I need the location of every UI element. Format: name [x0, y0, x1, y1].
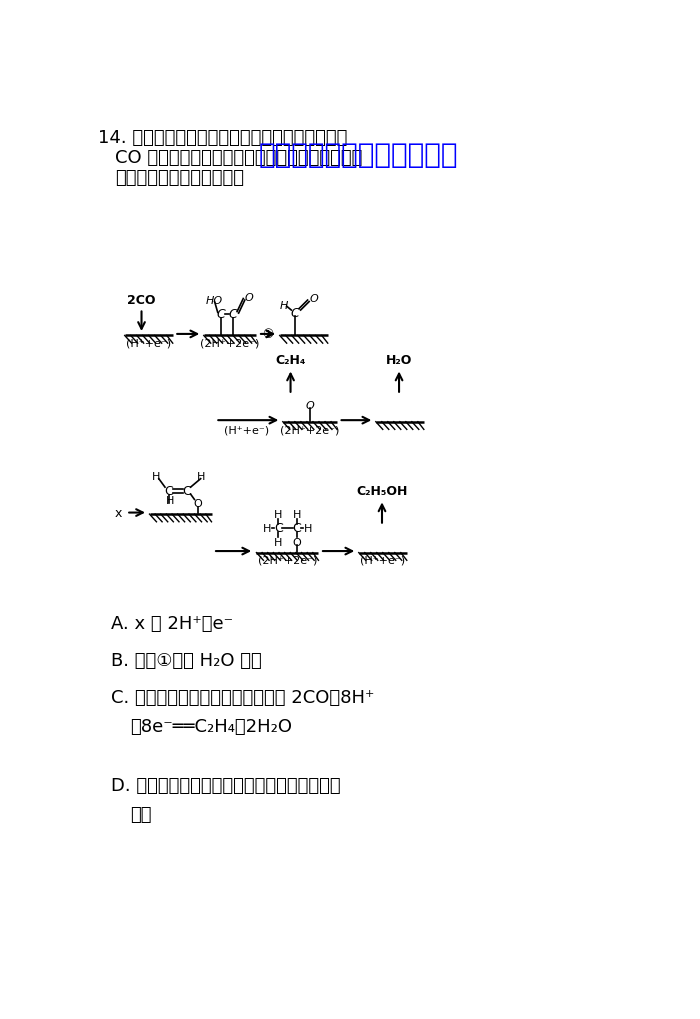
Text: C: C	[293, 522, 301, 535]
Text: H₂O: H₂O	[386, 354, 412, 367]
Text: 图所示。下列说法错误的是: 图所示。下列说法错误的是	[115, 168, 244, 186]
Text: H: H	[197, 471, 205, 481]
Text: H: H	[274, 510, 282, 520]
Text: O: O	[305, 400, 314, 411]
Text: H: H	[279, 301, 288, 311]
Text: (H⁺+e⁻): (H⁺+e⁻)	[360, 555, 405, 566]
Text: (2H⁺+2e⁻): (2H⁺+2e⁻)	[200, 338, 260, 348]
Text: C: C	[164, 485, 174, 498]
Text: H: H	[293, 510, 301, 520]
Text: (2H⁺+2e⁻): (2H⁺+2e⁻)	[258, 555, 317, 566]
Text: O: O	[309, 294, 318, 305]
Text: C. 该电极上生成乙烯的总反应式为 2CO＋8H⁺: C. 该电极上生成乙烯的总反应式为 2CO＋8H⁺	[111, 689, 374, 706]
Text: B. 步骤①中有 H₂O 生成: B. 步骤①中有 H₂O 生成	[111, 651, 262, 669]
Text: C: C	[229, 308, 237, 321]
Text: (2H⁺+2e⁻): (2H⁺+2e⁻)	[280, 425, 340, 434]
Text: C₂H₅OH: C₂H₅OH	[356, 485, 407, 497]
Text: ①: ①	[262, 328, 274, 341]
Text: (H⁺+e⁻): (H⁺+e⁻)	[224, 425, 269, 434]
Text: H: H	[274, 537, 282, 547]
Text: C: C	[216, 308, 225, 321]
Text: H: H	[263, 524, 272, 533]
Text: C₂H₄: C₂H₄	[275, 354, 306, 367]
Text: C: C	[290, 307, 300, 320]
Text: 微信公众号关注：趣找答案: 微信公众号关注：趣找答案	[259, 141, 458, 168]
Text: H: H	[166, 496, 174, 505]
Text: O: O	[245, 292, 253, 303]
Text: CO 制备乙烯，同时得到副产物乙醇，反应机理如: CO 制备乙烯，同时得到副产物乙醇，反应机理如	[115, 149, 362, 167]
Text: O: O	[293, 537, 301, 547]
Text: HO: HO	[205, 296, 223, 306]
Text: C: C	[182, 485, 191, 498]
Text: 14. 研究者利用电化学法在铜催化剂表面催化还原: 14. 研究者利用电化学法在铜催化剂表面催化还原	[98, 128, 348, 147]
Text: H: H	[151, 471, 160, 481]
Text: 2CO: 2CO	[127, 293, 156, 307]
Text: O: O	[193, 499, 202, 508]
Text: x: x	[115, 506, 122, 520]
Text: C: C	[274, 522, 283, 535]
Text: H: H	[303, 524, 312, 533]
Text: D. 可通过增强催化剂的选择性来减少副反应的: D. 可通过增强催化剂的选择性来减少副反应的	[111, 776, 340, 794]
Text: ＋8e⁻══C₂H₄＋2H₂O: ＋8e⁻══C₂H₄＋2H₂O	[130, 717, 292, 736]
Text: (H⁺+e⁻): (H⁺+e⁻)	[126, 338, 172, 348]
Text: 发生: 发生	[130, 805, 152, 823]
Text: A. x 为 2H⁺＋e⁻: A. x 为 2H⁺＋e⁻	[111, 614, 233, 633]
